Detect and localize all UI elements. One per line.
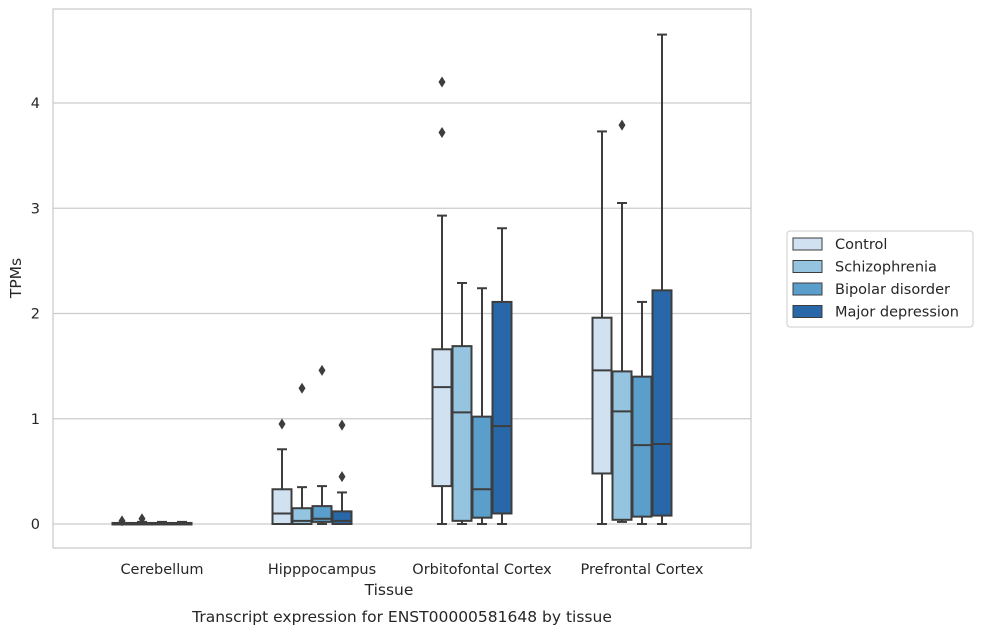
- box-rect: [451, 345, 473, 522]
- box-bipolar-disorder-2: [471, 287, 493, 525]
- y-tick-label: 2: [31, 307, 40, 323]
- box-rect: [631, 375, 653, 518]
- box-rect: [271, 488, 293, 525]
- legend-item-label: Bipolar disorder: [835, 282, 950, 298]
- chart-caption: Transcript expression for ENST0000058164…: [191, 608, 612, 626]
- box-rect: [611, 370, 633, 521]
- x-tick-label: Prefrontal Cortex: [581, 562, 704, 578]
- box-bipolar-disorder-3: [631, 300, 653, 525]
- box-rect: [331, 510, 353, 525]
- outlier-point: [138, 513, 146, 525]
- outlier-point: [118, 515, 126, 527]
- y-tick-label: 0: [31, 517, 40, 533]
- y-tick-label: 1: [31, 412, 40, 428]
- y-axis-label: TPMs: [7, 258, 25, 299]
- box-major-depression-1: [331, 419, 353, 525]
- legend-item-label: Major depression: [835, 305, 959, 321]
- outlier-point: [338, 419, 346, 431]
- box-bipolar-disorder-1: [311, 364, 333, 525]
- box-schizophrenia-3: [611, 119, 633, 523]
- outlier-point: [618, 119, 626, 131]
- box-schizophrenia-2: [451, 281, 473, 525]
- y-tick-label: 3: [31, 201, 40, 217]
- legend-swatch: [792, 282, 823, 296]
- outlier-point: [278, 418, 286, 430]
- box-control-0: [111, 515, 133, 527]
- box-control-1: [271, 418, 293, 525]
- box-major-depression-2: [491, 227, 513, 525]
- legend-swatch: [792, 260, 823, 273]
- legend-swatch: [792, 237, 823, 251]
- legend-swatch: [792, 305, 823, 318]
- box-schizophrenia-1: [291, 382, 313, 525]
- x-axis-label: Tissue: [364, 581, 414, 599]
- outlier-point: [338, 471, 346, 483]
- outlier-point: [318, 364, 326, 376]
- box-rect: [651, 289, 673, 517]
- x-tick-label: Hipppocampus: [268, 562, 376, 578]
- legend-item-label: Schizophrenia: [835, 260, 937, 276]
- box-control-3: [591, 130, 613, 525]
- x-tick-label: Cerebellum: [120, 562, 203, 578]
- box-groups: [111, 33, 673, 527]
- box-major-depression-3: [651, 33, 673, 525]
- box-major-depression-0: [171, 520, 193, 526]
- legend-item-label: Control: [835, 237, 887, 253]
- y-axis-ticks: 0 1 2 3 4: [31, 96, 40, 533]
- outlier-point: [438, 76, 446, 88]
- box-rect: [431, 348, 453, 488]
- box-schizophrenia-0: [131, 513, 153, 526]
- box-rect: [491, 300, 513, 515]
- box-rect: [591, 316, 613, 475]
- plot-area-frame: [52, 8, 752, 549]
- x-tick-label: Orbitofontal Cortex: [412, 562, 552, 578]
- legend-frame: [786, 230, 974, 328]
- y-tick-label: 4: [31, 96, 40, 112]
- box-bipolar-disorder-0: [151, 520, 173, 526]
- box-rect: [471, 415, 493, 519]
- legend: Control Schizophrenia Bipolar disorder Majo…: [786, 230, 974, 328]
- outlier-point: [298, 382, 306, 394]
- outlier-point: [438, 126, 446, 138]
- box-control-2: [431, 76, 453, 525]
- x-axis-ticks: Cerebellum Hipppocampus Orbitofontal Corte…: [120, 562, 703, 578]
